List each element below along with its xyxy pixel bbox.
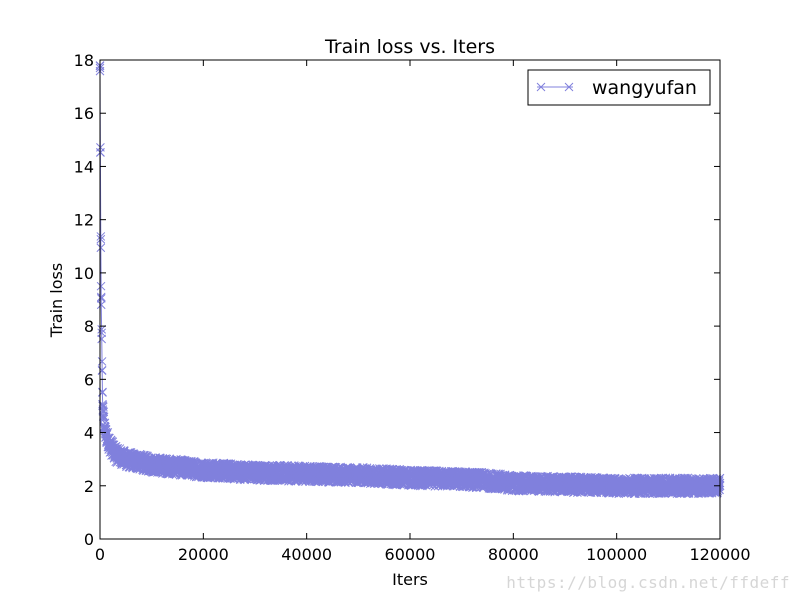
y-tick-label: 18 xyxy=(74,51,94,70)
y-axis-label: Train loss xyxy=(47,263,66,338)
x-tick-label: 60000 xyxy=(385,545,436,564)
x-tick-label: 120000 xyxy=(689,545,750,564)
y-tick-label: 10 xyxy=(74,264,94,283)
x-tick-label: 100000 xyxy=(586,545,647,564)
y-tick-label: 4 xyxy=(84,424,94,443)
series-0-point xyxy=(101,427,111,437)
y-tick-label: 16 xyxy=(74,104,94,123)
plot-marks xyxy=(95,61,725,499)
y-tick-label: 8 xyxy=(84,317,94,336)
x-tick-label: 0 xyxy=(95,545,105,564)
x-tick-label: 80000 xyxy=(488,545,539,564)
watermark: https://blog.csdn.net/ffdeff xyxy=(506,573,790,592)
y-tick-label: 14 xyxy=(74,157,94,176)
legend-label-series-0: wangyufan xyxy=(592,77,697,99)
y-tick-label: 6 xyxy=(84,370,94,389)
x-axis-label: Iters xyxy=(392,570,428,589)
chart-title: Train loss vs. Iters xyxy=(324,36,495,58)
y-tick-label: 12 xyxy=(74,211,94,230)
x-tick-label: 40000 xyxy=(281,545,332,564)
y-tick-label: 0 xyxy=(84,530,94,549)
legend: wangyufan xyxy=(527,69,711,106)
y-tick-label: 2 xyxy=(84,477,94,496)
x-tick-label: 20000 xyxy=(178,545,229,564)
